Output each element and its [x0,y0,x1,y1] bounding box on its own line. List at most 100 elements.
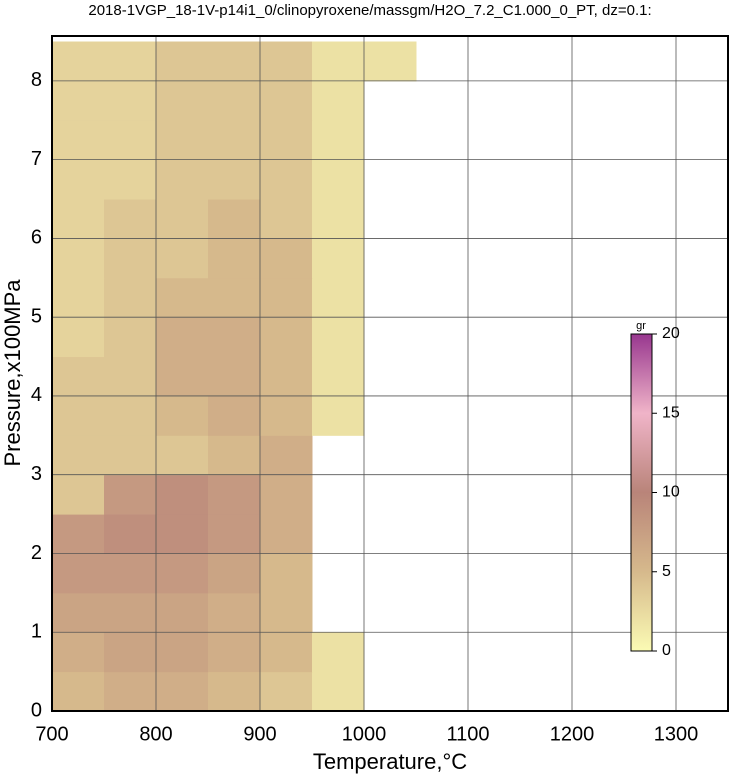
heat-cell [104,277,157,318]
heat-cell [260,356,313,397]
heat-cell [260,592,313,633]
heat-cell [156,80,209,121]
heat-cell [312,159,365,200]
heat-cell [260,41,313,82]
heat-cell [260,80,313,121]
heat-cell [208,120,261,161]
heat-cell [104,514,157,554]
heat-cell [104,671,157,712]
heat-cell [260,671,313,712]
heat-cell [52,199,105,239]
x-tick-label: 1000 [342,723,387,745]
heat-cell [104,435,157,476]
heat-cell [104,317,157,358]
heat-cell [52,80,105,121]
heat-cell [260,238,313,279]
y-tick-label: 3 [31,463,42,485]
x-tick-label: 900 [243,723,276,745]
heat-cell [260,277,313,318]
heat-cell [208,435,261,476]
heat-cell [208,199,261,239]
heat-cell [52,395,105,436]
x-tick-label: 800 [139,723,172,745]
heat-cell [156,395,209,436]
heat-cell [260,317,313,358]
heat-cell [312,356,365,397]
heat-cell [52,592,105,633]
heat-cell [104,474,157,515]
heat-cell [312,632,365,673]
heat-cell [156,592,209,633]
heat-cell [312,317,365,358]
plot-frame [51,35,729,712]
heat-cell [260,199,313,239]
y-tick-label: 6 [31,227,42,249]
heat-cell [104,395,157,436]
heat-cell [156,41,209,82]
heat-cell [208,592,261,633]
heat-cell [156,356,209,397]
heat-cell [52,120,105,161]
colorbar [630,333,653,652]
heat-cell [260,395,313,436]
heat-cell [52,671,105,712]
heat-cell [208,514,261,554]
y-tick-label: 5 [31,305,42,327]
y-tick-label: 2 [31,542,42,564]
heat-cell [364,41,417,82]
heat-cell [208,553,261,594]
heat-cell [208,80,261,121]
heat-cell [104,41,157,82]
y-tick-label: 0 [31,699,42,721]
y-tick-label: 1 [31,621,42,643]
heat-cell [260,553,313,594]
heat-cell [312,120,365,161]
heat-cell [156,553,209,594]
heat-cell [156,159,209,200]
y-tick-label: 8 [31,69,42,91]
x-tick-label: 1100 [446,723,489,745]
heat-cell [208,317,261,358]
heat-cell [52,317,105,358]
heat-cell [260,159,313,200]
heat-cell [312,277,365,318]
colorbar-tick-label: 20 [662,325,680,342]
y-tick-label: 4 [31,384,42,406]
heat-cell [208,277,261,318]
heat-cell [52,159,105,200]
heat-cell [104,356,157,397]
heat-cell [312,41,365,82]
colorbar-tick-label: 15 [662,404,680,421]
heat-cell [260,120,313,161]
colorbar-label: gr [636,320,646,332]
heat-cell [260,435,313,476]
heat-cell [104,238,157,279]
heat-cell [208,671,261,712]
heat-cell [208,356,261,397]
heat-cell [156,199,209,239]
heat-cell [104,120,157,161]
heat-cell [52,632,105,673]
heat-cell [104,80,157,121]
heat-cell [260,632,313,673]
heat-cell [156,120,209,161]
heat-cell [312,238,365,279]
heat-cell [156,277,209,318]
heat-cell [312,199,365,239]
heat-cell [104,592,157,633]
heat-cell [208,632,261,673]
heat-cell [208,395,261,436]
heat-cell [156,238,209,279]
heat-cell [104,553,157,594]
heat-cell [156,474,209,515]
heat-cell [52,514,105,554]
heat-cell [208,41,261,82]
heat-cell [156,514,209,554]
x-tick-label: 1300 [654,723,699,745]
heat-cell [156,632,209,673]
colorbar-tick-label: 0 [662,642,671,659]
heat-cell [52,277,105,318]
heat-cell [208,238,261,279]
heat-cell [312,395,365,436]
